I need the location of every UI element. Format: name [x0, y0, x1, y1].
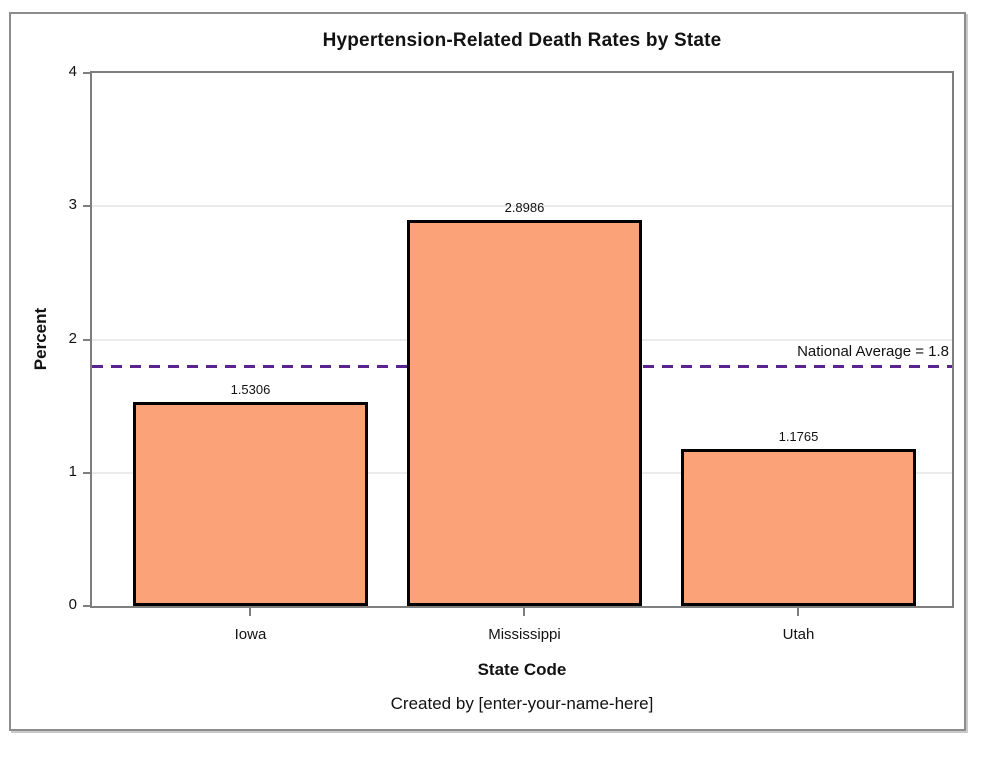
y-tick-2 — [83, 338, 92, 341]
bar-iowa — [132, 402, 368, 606]
y-tick-label-1: 1 — [68, 462, 77, 480]
footnote: Created by [enter-your-name-here] — [390, 694, 654, 713]
chart-figure: Hypertension-Related Death Rates by Stat… — [9, 12, 966, 731]
y-tick-label-0: 0 — [68, 596, 77, 613]
chart-title: Hypertension-Related Death Rates by Stat… — [322, 30, 722, 51]
bar-utah — [680, 449, 916, 606]
reference-line-label: National Average = 1.8 — [797, 343, 949, 361]
bar-value-label: 1.5306 — [230, 382, 271, 398]
x-tick-mississippi — [523, 608, 526, 616]
x-tick-utah — [797, 608, 800, 616]
bar-value-label: 2.8986 — [504, 199, 545, 215]
bar-value-label: 1.1765 — [778, 429, 819, 445]
x-tick-label-utah: Utah — [782, 626, 815, 643]
bar-mississippi — [406, 219, 642, 606]
plot-area: National Average = 1.8 1.5306 2.8986 1.1765 — [90, 71, 954, 608]
x-tick-label-iowa: Iowa — [234, 626, 267, 643]
y-tick-4 — [83, 72, 92, 74]
y-tick-0 — [83, 605, 92, 607]
y-tick-3 — [83, 205, 92, 208]
y-tick-label-4: 4 — [68, 63, 77, 80]
y-tick-label-3: 3 — [68, 196, 77, 214]
gridline-y-3 — [92, 205, 952, 208]
y-tick-label-2: 2 — [68, 329, 77, 347]
x-tick-label-mississippi: Mississippi — [488, 626, 561, 643]
y-tick-1 — [83, 471, 92, 474]
x-axis-title: State Code — [477, 660, 567, 679]
x-tick-iowa — [249, 608, 252, 616]
